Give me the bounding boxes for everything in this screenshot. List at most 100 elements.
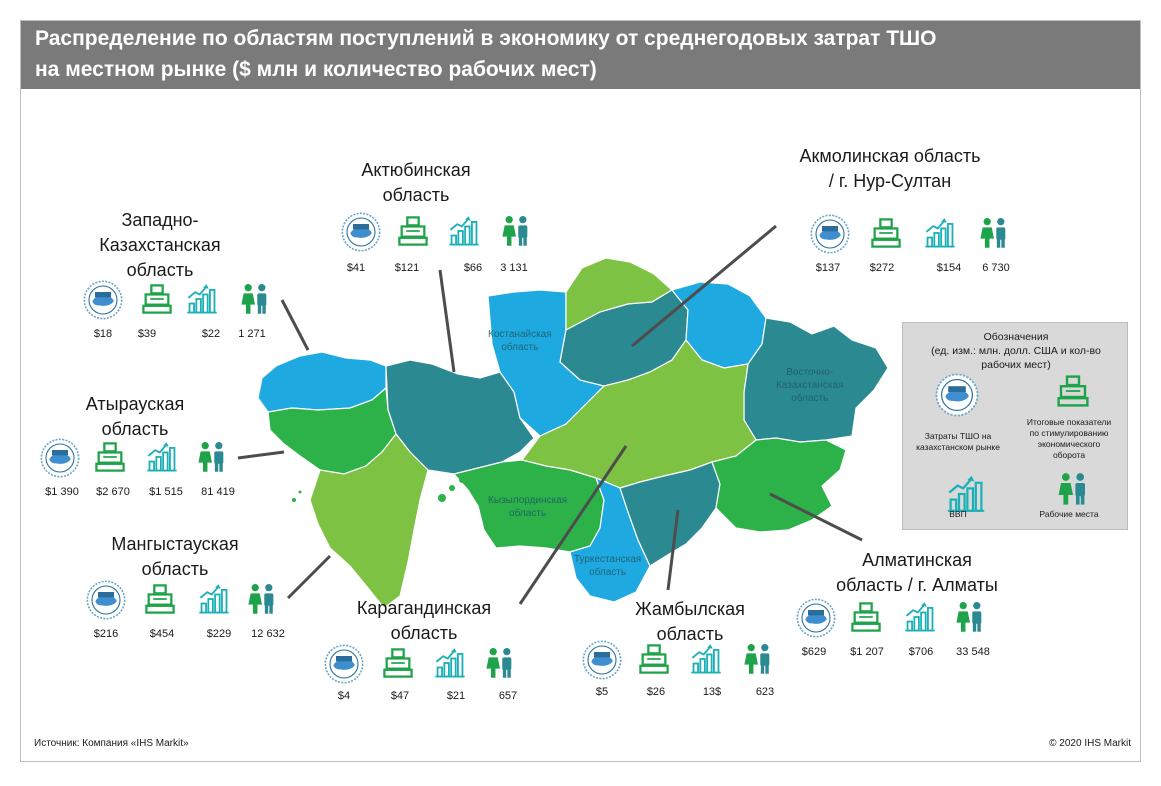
value-tco-spend: $18 [93,328,113,340]
tco-logo-icon [40,438,80,478]
cash-register-icon [381,646,415,685]
value-jobs: 12 632 [251,628,285,640]
value-economic-stimulus: $121 [394,262,420,274]
bar-chart-growth-icon [197,582,231,621]
map-label-line: Костанайская [488,329,552,340]
title-line-1: Распределение по областям поступлений в … [35,27,937,50]
people-icon [741,642,775,681]
tco-logo-icon [582,640,622,685]
source-note: Источник: Компания «IHS Markit» [34,738,189,749]
map-label-line: область [791,393,829,404]
region-name-line: область / г. Алматы [836,575,998,595]
cash-register-icon [869,216,903,255]
tco-logo-icon [86,580,126,620]
legend-label-line: по стимулированию [1029,428,1109,438]
region-name-line: / г. Нур-Султан [828,171,952,191]
legend-subtitle-2: рабочих мест) [981,359,1051,371]
value-tco-spend: $41 [346,262,366,274]
value-economic-stimulus: $1 207 [850,646,884,658]
people-icon [245,582,279,621]
people-icon [238,282,272,321]
legend-label-line: оборота [1052,450,1086,460]
region-name-line: область [382,185,450,205]
value-economic-stimulus: $2 670 [96,486,130,498]
people-icon [486,648,512,678]
region-name-line: Акмолинская область [799,146,981,166]
people-icon [195,440,229,479]
people-icon [980,218,1006,248]
leader-west-kazakhstan [280,299,310,351]
legend-title: Обозначения [983,331,1049,343]
bar-chart-growth-icon [945,473,987,520]
region-name-line: область [656,624,724,644]
region-name-line: область [101,419,169,439]
tco-logo-icon [86,580,126,625]
value-jobs: 6 730 [982,262,1010,274]
region-name-line: Актюбинская [361,160,471,180]
region-name-west-kazakhstan: Западно- Казахстанская область [90,208,230,283]
people-icon [198,442,224,472]
bar-chart-growth-icon [925,218,955,248]
map-label-turkestan: Туркестанская область [574,553,641,579]
people-icon [241,284,267,314]
cash-register-icon [396,214,430,253]
legend-label-line: Итоговые показатели [1026,417,1112,427]
value-economic-stimulus: $39 [137,328,157,340]
leader-mangystau [286,554,332,600]
region-name-line: Западно- [121,210,199,230]
cash-register-icon [871,218,901,248]
legend-label-line: казахстанском рынке [916,442,1000,452]
region-name-line: Карагандинская [356,598,492,618]
bar-chart-growth-icon [903,600,937,639]
tco-logo-icon [796,598,836,643]
bar-chart-growth-icon [447,214,481,253]
cash-register-icon [849,600,883,639]
tco-logo-icon [83,280,123,325]
region-name-line: область [390,623,458,643]
map-label-line: Туркестанская [574,554,642,565]
map-label-line: область [501,342,539,353]
region-name-aktobe: Актюбинская область [356,158,476,208]
bar-chart-growth-icon [905,602,935,632]
cash-register-icon [95,442,125,472]
legend-subtitle: (ед. изм.: млн. долл. США и кол-во [931,345,1101,357]
leader-atyrau [237,450,285,460]
bar-chart-growth-icon [199,584,229,614]
leader-karaganda [518,445,628,605]
people-icon [1055,471,1091,512]
bar-chart-growth-icon [923,216,957,255]
bar-chart-growth-icon [185,282,219,321]
tco-logo-icon [935,373,979,417]
map-label-line: Восточно- [786,367,834,378]
value-gdp: $21 [446,690,466,702]
value-economic-stimulus: $47 [390,690,410,702]
tco-logo-icon [324,644,364,684]
leader-zhambyl [666,509,680,591]
tco-logo-icon [810,214,850,254]
map-label-line: Казахстанская [776,380,844,391]
value-tco-spend: $137 [815,262,841,274]
cash-register-icon [637,642,671,681]
cash-register-icon [145,584,175,614]
value-gdp: $229 [206,628,232,640]
value-economic-stimulus: $454 [149,628,175,640]
map-region-zhambyl [619,461,721,567]
legend-box: Обозначения (ед. изм.: млн. долл. США и … [902,322,1128,530]
tco-logo-icon [582,640,622,680]
value-jobs: 623 [755,686,775,698]
bar-chart-growth-icon [433,646,467,685]
title-line-2: на местном рынке ($ млн и количество раб… [35,58,597,81]
cash-register-icon [1055,373,1091,414]
region-name-line: область [126,260,194,280]
map-region-almaty [711,437,847,533]
people-icon [502,216,528,246]
people-icon [248,584,274,614]
people-icon [744,644,770,674]
cash-register-icon [851,602,881,632]
region-name-zhambyl: Жамбылская область [620,597,760,647]
value-tco-spend: $5 [595,686,609,698]
map-region-mangystau [309,433,429,609]
value-tco-spend: $216 [93,628,119,640]
tco-logo-icon [810,214,850,259]
value-jobs: 1 271 [238,328,266,340]
